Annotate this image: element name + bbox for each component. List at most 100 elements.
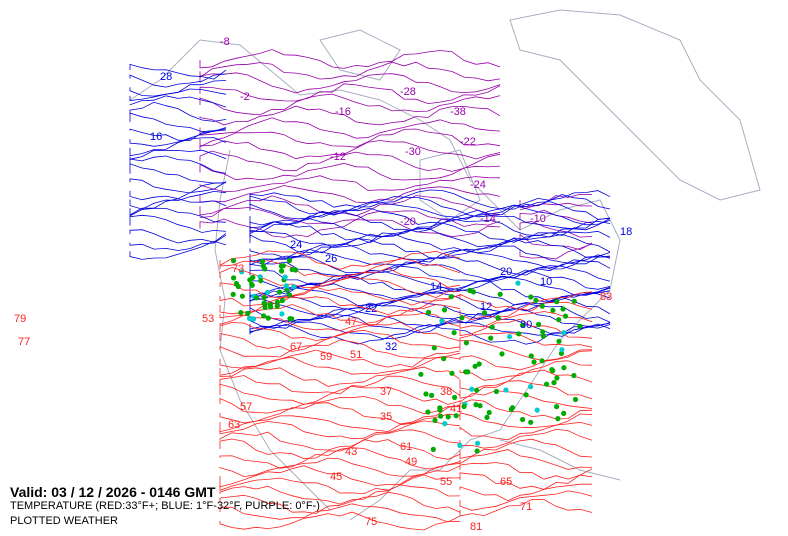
weather-symbol — [497, 291, 503, 297]
subzero-isotherm — [199, 162, 501, 181]
cold-isotherm — [129, 178, 227, 194]
warm-isotherm — [459, 291, 593, 311]
weather-symbol — [245, 310, 251, 316]
weather-symbol — [453, 413, 459, 419]
temperature-label: 16 — [150, 131, 162, 143]
warm-isotherm — [459, 390, 593, 409]
temperature-label: -20 — [400, 216, 416, 228]
cold-isotherm — [249, 320, 611, 340]
cold-isotherm — [249, 291, 611, 313]
weather-symbol — [279, 311, 285, 317]
weather-symbol — [486, 409, 492, 416]
temperature-label: 14 — [430, 281, 442, 293]
temperature-label: -16 — [335, 106, 351, 118]
weather-symbol — [499, 351, 505, 357]
temperature-label: 51 — [350, 349, 362, 361]
cold-isotherm — [249, 254, 611, 276]
subzero-isotherm — [199, 218, 501, 238]
weather-symbol — [449, 370, 455, 376]
weather-symbol — [418, 371, 424, 377]
weather-symbol — [432, 417, 438, 423]
weather-symbol — [265, 315, 271, 321]
weather-symbol — [503, 387, 509, 393]
temperature-label: -2 — [240, 91, 250, 103]
weather-symbol — [470, 289, 476, 295]
weather-symbol — [476, 361, 482, 367]
cold-isotherm — [249, 314, 611, 334]
weather-symbol — [239, 293, 245, 299]
cold-isotherm — [249, 194, 611, 216]
weather-symbol — [235, 283, 241, 290]
temperature-label: -22 — [460, 136, 476, 148]
subzero-isotherm — [199, 105, 501, 126]
temperature-label: 32 — [385, 341, 397, 353]
weather-symbol — [261, 313, 267, 319]
weather-symbol — [423, 391, 429, 397]
warm-isotherm — [219, 257, 461, 277]
weather-symbol — [539, 358, 545, 364]
subzero-isotherm — [199, 93, 501, 116]
temperature-label: -28 — [400, 86, 416, 98]
temperature-label: 65 — [500, 476, 512, 488]
weather-symbol — [459, 315, 465, 321]
temperature-label: 55 — [440, 476, 452, 488]
temperature-label: 73 — [232, 263, 244, 275]
weather-symbol — [556, 317, 562, 323]
weather-symbol — [258, 278, 264, 284]
subzero-isotherm — [519, 202, 593, 211]
weather-symbol — [540, 333, 547, 339]
weather-symbol — [425, 409, 431, 415]
cold-isotherm — [129, 155, 227, 174]
cold-isotherm — [249, 296, 611, 317]
weather-symbol — [230, 258, 237, 264]
weather-symbol — [544, 381, 550, 387]
cold-isotherm — [129, 198, 227, 216]
weather-symbol — [554, 404, 560, 410]
weather-symbol — [475, 440, 481, 446]
weather-symbol — [571, 372, 577, 379]
subzero-isotherm — [199, 128, 501, 148]
weather-symbol — [463, 340, 469, 346]
cold-isotherm — [129, 88, 227, 101]
temperature-label: 53 — [202, 313, 214, 325]
temperature-label: -8 — [220, 36, 230, 48]
subzero-isotherm — [519, 193, 593, 208]
weather-symbol — [474, 387, 480, 393]
weather-symbol — [451, 330, 457, 336]
weather-symbol — [276, 289, 283, 295]
weather-symbol — [523, 392, 529, 398]
weather-symbol — [431, 345, 437, 351]
weather-symbol — [278, 263, 284, 269]
warm-isotherm — [459, 369, 593, 391]
cold-isotherm — [129, 240, 227, 260]
weather-symbol — [261, 300, 267, 306]
weather-symbol — [539, 303, 545, 309]
temperature-label: 35 — [380, 411, 392, 423]
cold-isotherm — [129, 73, 227, 88]
weather-symbol — [259, 258, 265, 264]
warm-isotherm — [459, 449, 593, 470]
warm-isotherm — [459, 318, 593, 339]
weather-symbol — [551, 380, 557, 386]
weather-symbol — [247, 315, 253, 322]
weather-symbol — [231, 275, 237, 281]
cold-isotherm — [129, 181, 227, 201]
cold-isotherm — [249, 204, 611, 226]
weather-symbol — [572, 396, 579, 403]
temperature-label: -30 — [405, 146, 421, 158]
weather-symbol — [540, 329, 546, 335]
cold-isotherm — [129, 207, 227, 223]
cold-isotherm — [249, 227, 611, 248]
weather-symbol — [279, 297, 285, 304]
coastline — [129, 39, 621, 521]
warm-isotherm — [459, 380, 593, 400]
warm-isotherm — [459, 490, 593, 511]
subzero-isotherm — [199, 49, 501, 69]
cold-isotherm — [129, 112, 227, 133]
cold-isotherm — [129, 129, 227, 147]
temperature-label: 81 — [470, 521, 482, 533]
temperature-label: -12 — [330, 151, 346, 163]
weather-symbol — [284, 287, 290, 293]
weather-symbol — [250, 274, 256, 280]
